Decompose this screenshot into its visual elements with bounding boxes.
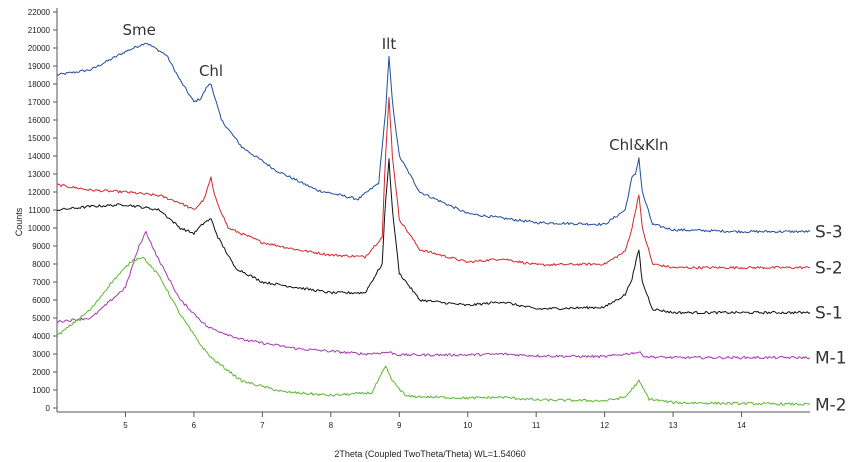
- x-tick-label: 5: [123, 421, 128, 430]
- x-ticks: 5 6 7 8 9 10 11 12 13 14: [123, 412, 747, 430]
- y-tick-label: 13000: [28, 170, 51, 179]
- y-ticks: 0 1000 2000 3000 4000 5000 6000 7000 8000 9000 100…: [28, 8, 57, 413]
- y-tick-label: 1000: [32, 386, 50, 395]
- y-tick-label: 20000: [28, 44, 51, 53]
- series-line-s-2: [56, 96, 811, 270]
- y-tick-label: 7000: [32, 278, 50, 287]
- series-line-m-1: [56, 230, 811, 360]
- peak-label: Chl: [199, 62, 223, 80]
- x-tick-label: 14: [737, 421, 746, 430]
- x-tick-label: 8: [329, 421, 334, 430]
- series-line-m-2: [56, 256, 811, 406]
- series-label-s-2: S-2: [815, 259, 843, 279]
- y-tick-label: 14000: [28, 152, 51, 161]
- series-labels: S-3 S-2 S-1 M-1 M-2: [815, 223, 847, 416]
- series-label-s-3: S-3: [815, 223, 843, 243]
- y-tick-label: 22000: [28, 8, 51, 17]
- series-line-s-3: [56, 42, 811, 234]
- x-axis-title: 2Theta (Coupled TwoTheta/Theta) WL=1.540…: [334, 449, 525, 459]
- peak-label: Sme: [122, 21, 155, 39]
- y-tick-label: 17000: [28, 98, 51, 107]
- y-tick-label: 2000: [32, 368, 50, 377]
- y-tick-label: 16000: [28, 116, 51, 125]
- series-label-s-1: S-1: [815, 304, 843, 324]
- y-tick-label: 6000: [32, 296, 50, 305]
- x-tick-label: 12: [600, 421, 609, 430]
- series-label-m-1: M-1: [815, 349, 847, 369]
- y-tick-label: 15000: [28, 134, 51, 143]
- axes: [56, 8, 810, 413]
- y-axis-title: Counts: [14, 207, 24, 236]
- y-tick-label: 11000: [28, 206, 50, 215]
- peak-labels: Sme Chl Ilt Chl&Kln: [122, 21, 668, 154]
- y-tick-label: 10000: [28, 224, 51, 233]
- y-tick-label: 12000: [28, 188, 51, 197]
- y-tick-label: 4000: [32, 332, 50, 341]
- series-line-s-1: [56, 158, 811, 315]
- y-tick-label: 19000: [28, 62, 51, 71]
- y-tick-label: 5000: [32, 314, 50, 323]
- x-tick-label: 7: [260, 421, 265, 430]
- y-tick-label: 0: [46, 404, 51, 413]
- y-tick-label: 9000: [32, 242, 50, 251]
- y-tick-label: 8000: [32, 260, 50, 269]
- series-group: [56, 42, 811, 406]
- y-tick-label: 21000: [28, 26, 51, 35]
- x-tick-label: 13: [669, 421, 678, 430]
- peak-label: Chl&Kln: [609, 136, 668, 154]
- x-tick-label: 11: [532, 421, 541, 430]
- peak-label: Ilt: [382, 35, 397, 53]
- y-tick-label: 18000: [28, 80, 51, 89]
- x-tick-label: 9: [397, 421, 402, 430]
- x-tick-label: 10: [463, 421, 472, 430]
- y-tick-label: 3000: [32, 350, 50, 359]
- series-label-m-2: M-2: [815, 395, 847, 415]
- x-tick-label: 6: [192, 421, 197, 430]
